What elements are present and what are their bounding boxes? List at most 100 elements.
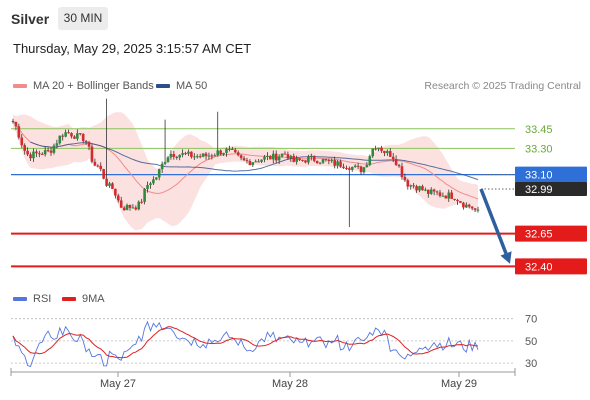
- candle-body: [239, 155, 243, 159]
- candle-body: [400, 166, 404, 177]
- candle: [432, 188, 436, 196]
- candle-body: [271, 153, 275, 160]
- candle: [324, 158, 328, 162]
- legend-9ma-label: 9MA: [82, 293, 105, 305]
- candle: [269, 155, 272, 160]
- candle: [169, 150, 173, 160]
- candle-body: [342, 166, 345, 168]
- candle-body: [11, 120, 15, 122]
- candle-body: [476, 209, 480, 211]
- candle-body: [43, 150, 47, 155]
- candle-body: [35, 151, 38, 154]
- level-label-32.65: 32.65: [525, 229, 553, 241]
- candle-body: [160, 163, 164, 170]
- candle-body: [166, 157, 170, 163]
- level-tag-32.40: [515, 258, 587, 275]
- candle-body: [365, 165, 369, 168]
- candle-body: [447, 192, 451, 199]
- candle-body: [228, 148, 231, 150]
- candle-body: [52, 145, 56, 153]
- candle: [128, 204, 132, 211]
- candle: [11, 118, 15, 124]
- candle-body: [23, 145, 26, 151]
- candle: [462, 201, 465, 210]
- candle-body: [286, 154, 290, 159]
- candle: [73, 135, 76, 139]
- candle-body: [388, 151, 392, 157]
- candle: [339, 159, 342, 168]
- forecast-arrow: [479, 188, 512, 264]
- candle: [184, 151, 187, 156]
- candle: [14, 121, 18, 130]
- candle: [178, 154, 181, 161]
- moving-averages: [12, 121, 479, 200]
- candle-body: [210, 155, 214, 157]
- candle-body: [122, 207, 126, 211]
- candle: [266, 152, 269, 161]
- candle-body: [14, 121, 18, 127]
- candle-body: [391, 156, 395, 160]
- candle: [274, 150, 278, 164]
- candle: [125, 203, 129, 211]
- candle: [383, 150, 386, 157]
- bollinger-band: [13, 112, 478, 231]
- candle-body: [336, 161, 339, 166]
- candle: [307, 154, 310, 165]
- candle-body: [140, 201, 143, 203]
- candle: [321, 158, 325, 165]
- candle: [345, 165, 348, 171]
- candle: [210, 153, 214, 160]
- candle: [318, 162, 322, 165]
- candle-body: [81, 133, 85, 141]
- candle: [67, 129, 70, 134]
- forecast-arrow-shaft: [479, 188, 508, 255]
- candle-body: [251, 162, 255, 166]
- candle-body: [467, 204, 471, 207]
- last-price-tag: [515, 182, 587, 197]
- candle: [193, 153, 196, 160]
- candle-body: [248, 161, 252, 166]
- candle: [175, 155, 179, 160]
- candle-body: [29, 154, 32, 159]
- candle: [131, 204, 135, 209]
- candle: [426, 189, 430, 198]
- candle-body: [146, 184, 149, 189]
- candle: [32, 148, 35, 162]
- candle-body: [78, 133, 82, 135]
- candle-body: [49, 150, 53, 153]
- candle-body: [111, 183, 114, 189]
- candle-body: [406, 180, 410, 187]
- candle-body: [178, 154, 181, 158]
- candle-body: [125, 204, 129, 211]
- candle-body: [116, 195, 120, 201]
- candle-body: [307, 156, 310, 163]
- legend-ma-bb: MA 20 + Bollinger Bands: [13, 80, 154, 92]
- candle-body: [339, 161, 342, 167]
- candle: [470, 206, 474, 211]
- candle-body: [216, 150, 220, 156]
- candle: [435, 190, 439, 196]
- timestamp: Thursday, May 29, 2025 3:15:57 AM CET: [13, 41, 252, 56]
- candle-body: [403, 176, 407, 181]
- candle-body: [40, 153, 44, 155]
- candle-body: [280, 153, 284, 157]
- candle: [365, 162, 369, 168]
- candle: [301, 159, 304, 162]
- candle: [391, 152, 395, 163]
- candle: [55, 139, 59, 149]
- candle-body: [46, 150, 50, 152]
- candle: [315, 160, 319, 164]
- candle: [289, 154, 293, 162]
- candle: [64, 129, 67, 138]
- candle-body: [175, 156, 179, 158]
- interval-button[interactable]: 30 MIN: [58, 7, 108, 30]
- candle-body: [371, 148, 375, 157]
- candle: [333, 156, 336, 169]
- candle: [114, 188, 117, 199]
- candle-body: [231, 148, 234, 150]
- candle: [236, 150, 240, 157]
- candle: [96, 164, 100, 168]
- candle-body: [17, 126, 21, 138]
- candle: [441, 192, 445, 197]
